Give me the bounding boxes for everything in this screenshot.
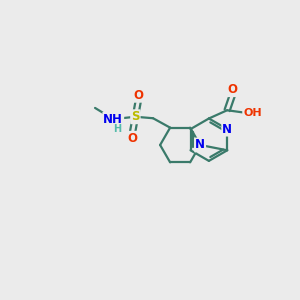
Text: S: S	[131, 110, 140, 123]
Text: N: N	[222, 123, 232, 136]
Text: N: N	[195, 139, 205, 152]
Text: O: O	[128, 132, 137, 145]
Text: O: O	[227, 83, 237, 96]
Text: OH: OH	[243, 108, 262, 118]
Text: O: O	[133, 89, 143, 102]
Text: NH: NH	[103, 112, 123, 126]
Text: H: H	[113, 124, 121, 134]
